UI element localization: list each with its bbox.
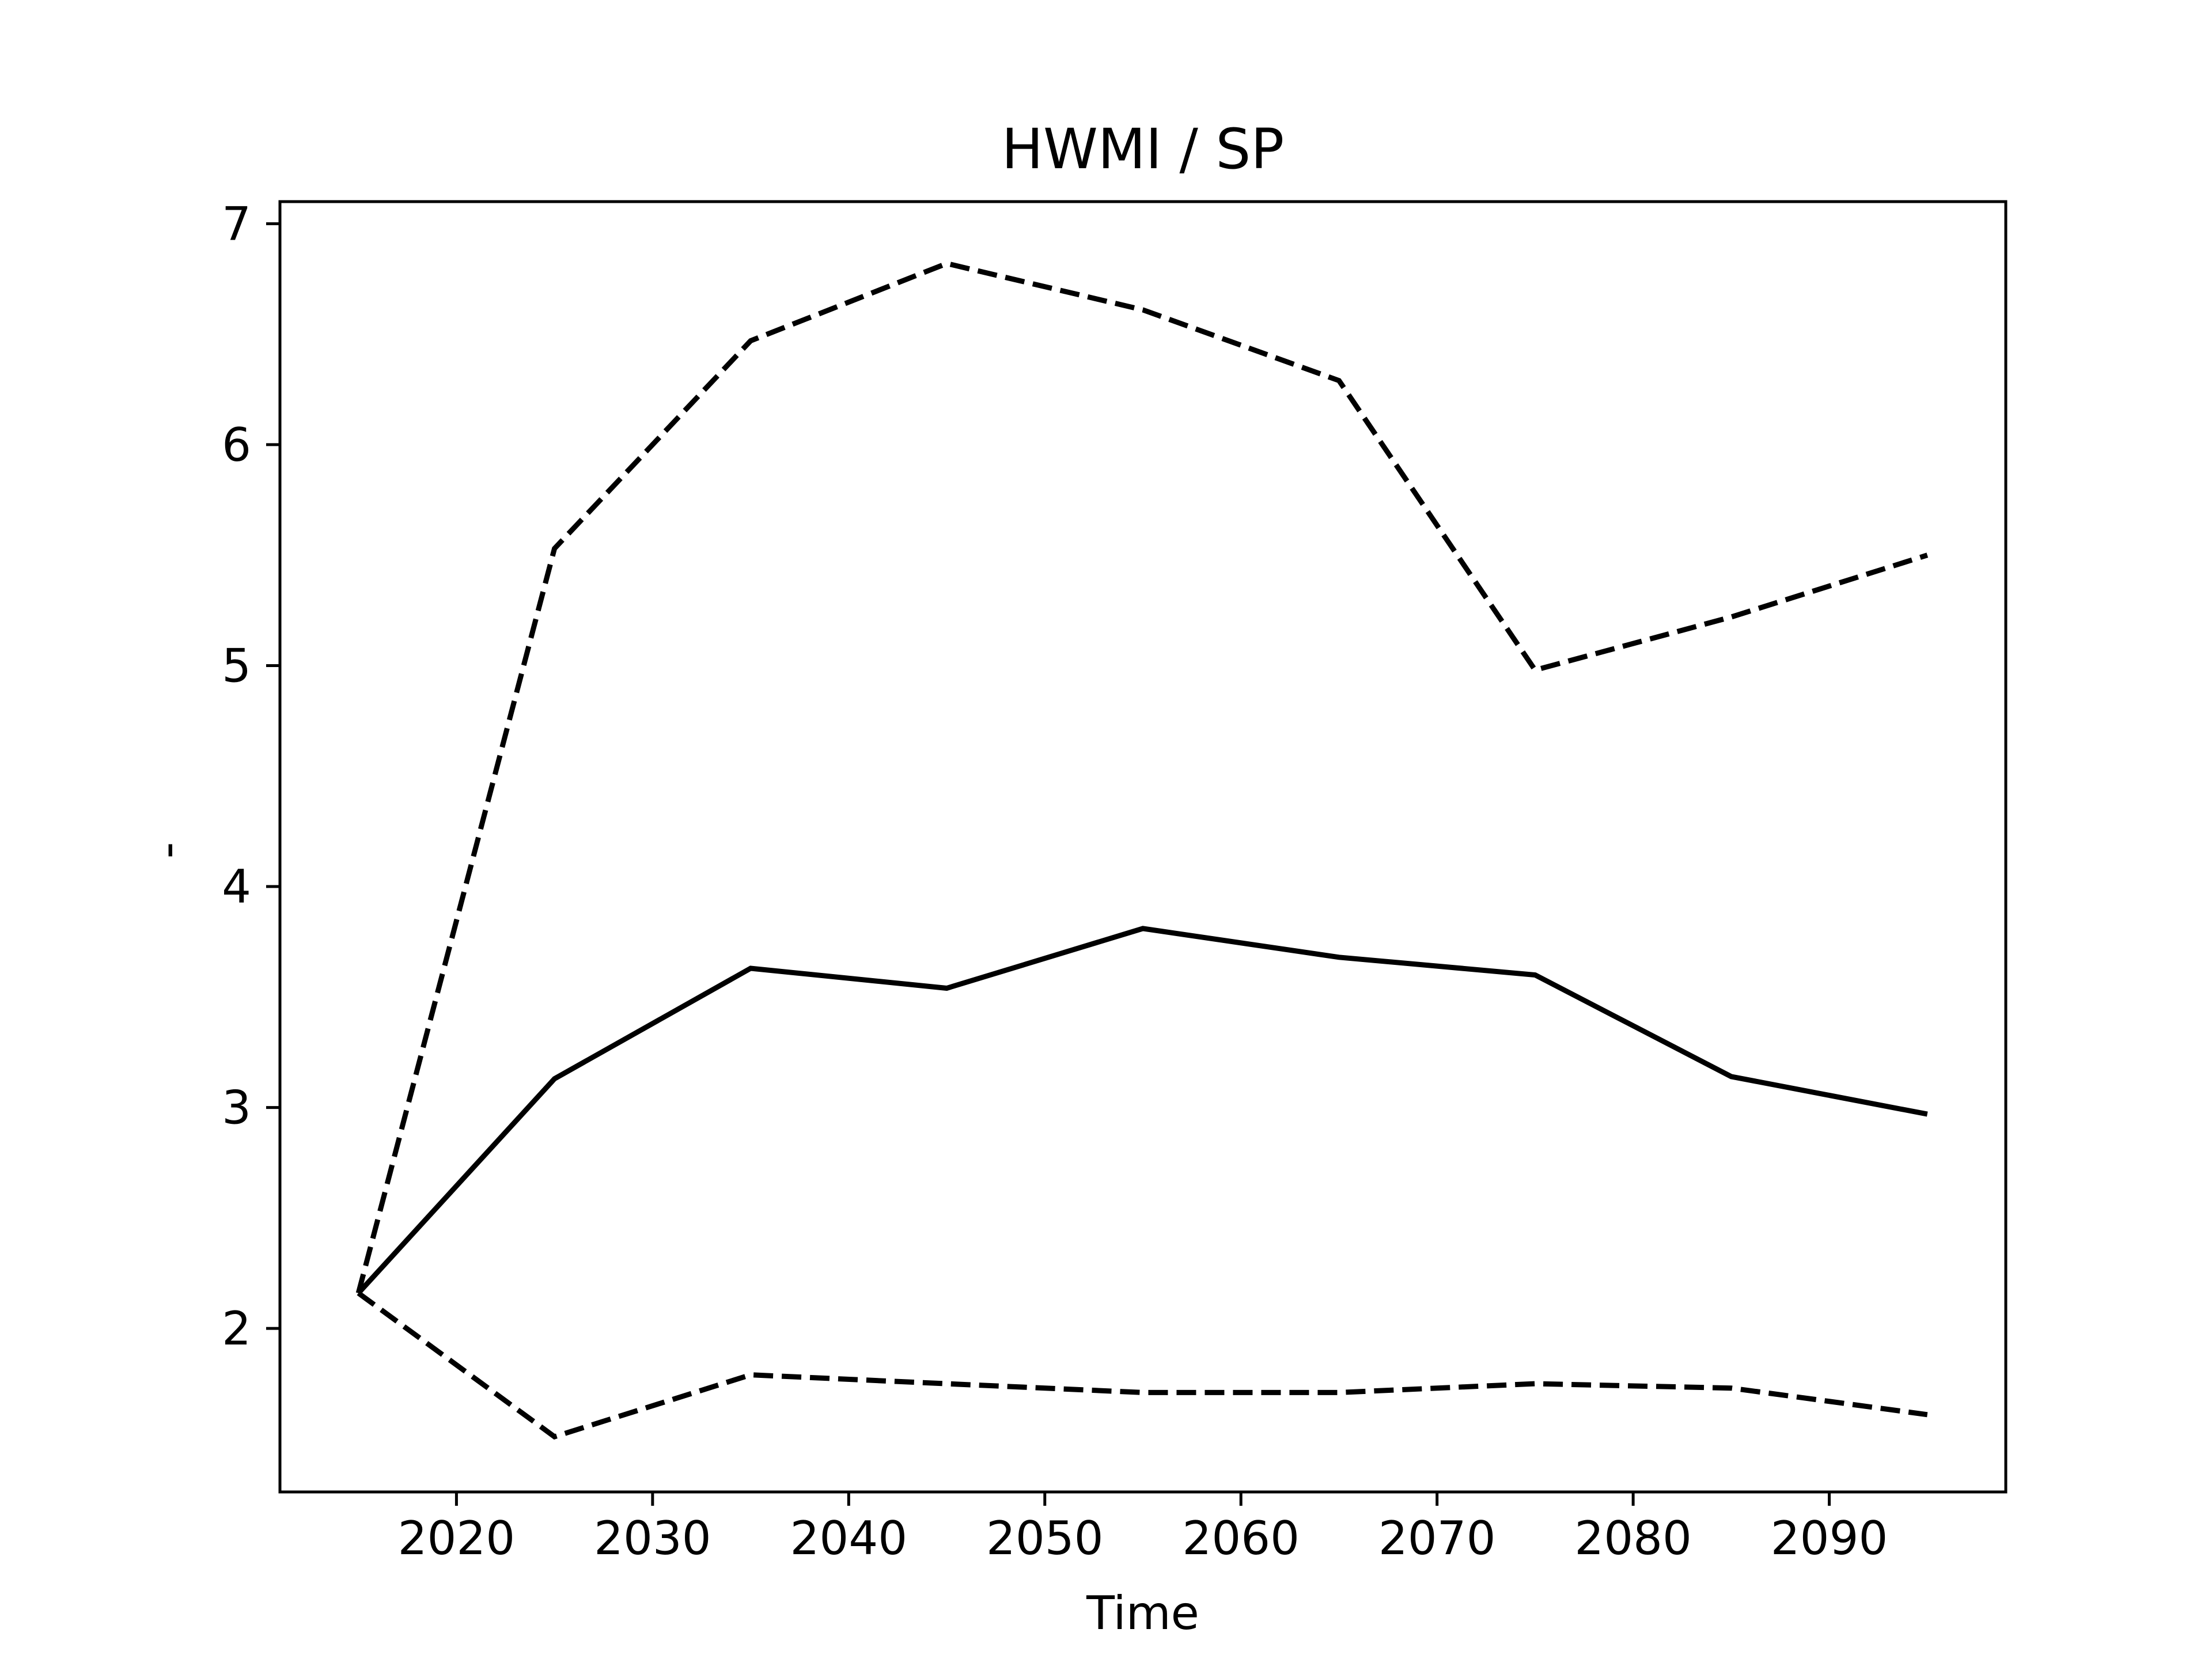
y-tick-label: 6	[222, 418, 251, 472]
y-axis-label: -	[141, 842, 194, 859]
y-tick-label: 2	[222, 1302, 251, 1355]
y-tick-label: 3	[222, 1081, 251, 1135]
series-line-1	[356, 926, 1928, 1295]
x-tick-label: 2080	[1574, 1512, 1692, 1565]
series-group	[355, 260, 1929, 1440]
x-tick-label: 2090	[1771, 1512, 1888, 1565]
series-line-3	[357, 1291, 1928, 1440]
series-line-2	[355, 260, 1929, 1294]
x-axis-label: Time	[1086, 1586, 1199, 1640]
x-tick-label: 2050	[986, 1512, 1104, 1565]
chart-title: HWMI / SP	[1002, 117, 1284, 181]
x-tick-label: 2040	[790, 1512, 908, 1565]
x-tick-label: 2020	[398, 1512, 516, 1565]
plot-frame	[278, 200, 2008, 1494]
y-tick-label: 4	[222, 860, 251, 914]
x-tick-label: 2030	[594, 1512, 711, 1565]
y-tick-label: 5	[222, 639, 251, 692]
x-tick-label: 2070	[1378, 1512, 1496, 1565]
x-tick-label: 2060	[1182, 1512, 1300, 1565]
axis-ticks: 2020 2030 2040 2050 2060 2070 2080 2090 2 3 4 5 6 7	[222, 197, 1888, 1565]
y-tick-label: 7	[222, 197, 251, 251]
